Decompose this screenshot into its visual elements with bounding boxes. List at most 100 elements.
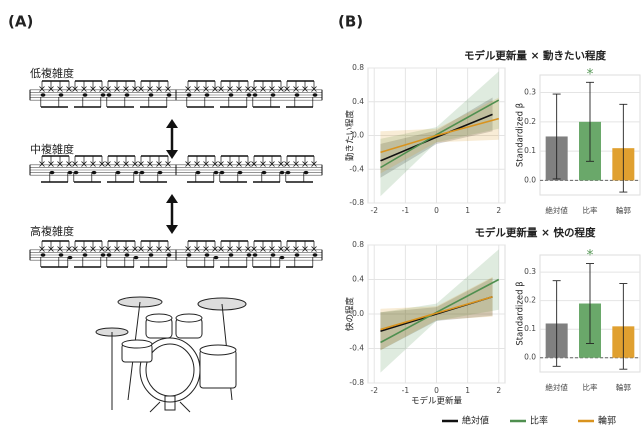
x-tick-label: 輪郭 [616, 205, 631, 215]
x-tick-label: -1 [402, 386, 410, 395]
row-label: 中複雑度 [30, 142, 74, 156]
y-tick-label: 0.2 [524, 296, 536, 305]
note-head [271, 93, 276, 96]
note-head [140, 171, 145, 174]
note-head [238, 171, 243, 174]
note-head [158, 171, 163, 174]
note-head [295, 253, 300, 256]
legend-label: 絶対値 [462, 415, 489, 427]
legend: 絶対値 比率 輪郭 [442, 415, 616, 427]
note-head [313, 93, 318, 96]
row-label: 高複雑度 [30, 224, 74, 238]
note-head [167, 253, 172, 256]
y-tick-label: 0.1 [524, 324, 536, 333]
note-head [59, 253, 64, 256]
note-head [220, 171, 225, 174]
significance-marker: * [587, 66, 594, 82]
note-head [214, 256, 219, 259]
note-head [280, 256, 285, 259]
y-axis-label: Standardized β [516, 281, 526, 345]
x-tick-label: 1 [465, 386, 470, 395]
y-tick-label: -0.8 [349, 378, 364, 387]
y-tick-label: 0.8 [352, 240, 364, 249]
y-tick-label: 0.4 [352, 97, 364, 106]
note-head [149, 253, 154, 256]
figure: (A) (B) 低複雑度 中複雑度 高複雑度 -0.8-0.40.00.40.8… [0, 0, 644, 427]
note-head [125, 93, 130, 96]
y-tick-label: 0.4 [352, 275, 364, 284]
note-head [50, 171, 55, 174]
chart: 0.00.10.20.3絶対値*比率輪郭Standardized β [516, 248, 641, 392]
note-head [313, 253, 318, 256]
chart: 0.00.10.20.3絶対値*比率輪郭Standardized β [516, 66, 641, 215]
y-tick-label: -0.4 [349, 164, 364, 173]
note-head [134, 256, 139, 259]
x-tick-label: 2 [496, 386, 501, 395]
panel-label: (B) [338, 13, 363, 31]
x-tick-label: 輪郭 [616, 382, 631, 392]
x-tick-label: 1 [465, 206, 470, 215]
x-tick-label: 絶対値 [545, 205, 568, 215]
y-axis-label: 快の程度 [345, 297, 356, 332]
note-head [59, 93, 64, 96]
y-tick-label: 0.0 [524, 353, 536, 362]
note-head [83, 93, 88, 96]
y-tick-label: -0.4 [349, 344, 364, 353]
note-head [107, 93, 112, 96]
drum-notation [30, 81, 322, 267]
note-head [205, 253, 210, 256]
y-axis-label: 動きたい程度 [345, 110, 356, 162]
panel-label: (A) [8, 13, 33, 31]
y-tick-label: -0.8 [349, 198, 364, 207]
x-tick-label: -1 [402, 206, 410, 215]
y-tick-label: 0.1 [524, 146, 536, 155]
drum-kit [96, 297, 246, 412]
note-head [205, 93, 210, 96]
y-tick-label: 0.8 [352, 63, 364, 72]
y-tick-label: 0.2 [524, 117, 536, 126]
note-head [74, 171, 79, 174]
note-head [101, 93, 106, 96]
note-head [253, 253, 258, 256]
x-tick-label: 0 [434, 386, 439, 395]
note-head [41, 253, 46, 256]
x-tick-label: 2 [496, 206, 501, 215]
y-tick-label: 0.3 [524, 88, 536, 97]
note-head [83, 253, 88, 256]
note-head [68, 256, 73, 259]
note-head [247, 253, 252, 256]
chart-title: モデル更新量 × 動きたい程度 [464, 49, 607, 62]
note-head [229, 93, 234, 96]
note-head [253, 93, 258, 96]
x-tick-label: 比率 [583, 382, 598, 392]
y-tick-label: 0.0 [524, 175, 536, 184]
note-head [68, 171, 73, 174]
note-head [167, 93, 172, 96]
note-head [107, 253, 112, 256]
note-head [262, 171, 267, 174]
y-axis-label: Standardized β [516, 103, 526, 167]
arrows [166, 119, 178, 234]
chart-title: モデル更新量 × 快の程度 [474, 226, 596, 239]
x-tick-label: -2 [370, 206, 378, 215]
legend-label: 輪郭 [598, 415, 616, 427]
note-head [101, 253, 106, 256]
x-tick-label: 絶対値 [545, 382, 568, 392]
note-head [125, 253, 130, 256]
note-head [229, 253, 234, 256]
legend-label: 比率 [530, 415, 548, 427]
note-head [214, 171, 219, 174]
note-head [280, 171, 285, 174]
x-axis-label: モデル更新量 [411, 396, 463, 407]
note-head [187, 93, 192, 96]
note-head [149, 93, 154, 96]
note-head [41, 93, 46, 96]
note-head [304, 171, 309, 174]
y-tick-label: 0.3 [524, 267, 536, 276]
note-head [295, 93, 300, 96]
note-head [116, 171, 121, 174]
note-head [196, 171, 201, 174]
note-head [286, 171, 291, 174]
note-head [247, 93, 252, 96]
x-tick-label: 0 [434, 206, 439, 215]
